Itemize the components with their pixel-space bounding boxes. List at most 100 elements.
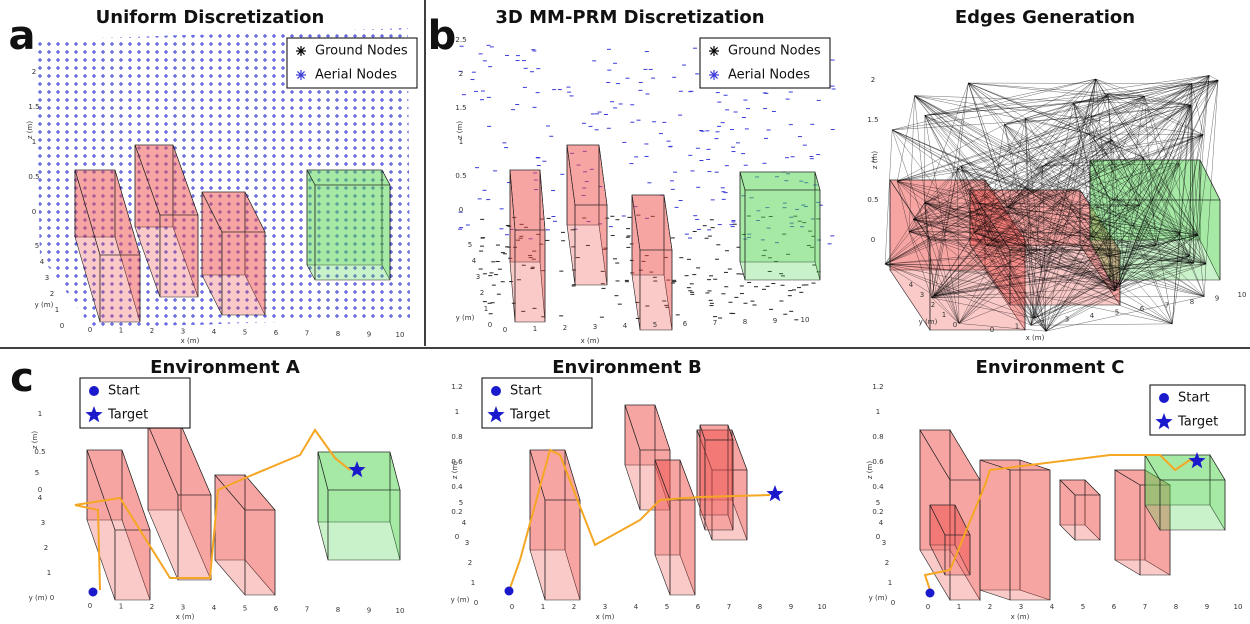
edge [957, 104, 1192, 170]
x-tick-label: 4 [212, 604, 217, 612]
edge [897, 95, 915, 182]
z-tick-label: 0.5 [28, 173, 39, 181]
edge [1124, 269, 1205, 297]
start-marker [504, 586, 514, 596]
x-tick-label: 3 [603, 603, 607, 611]
edge [908, 95, 915, 232]
edge [974, 203, 980, 233]
x-tick-label: 2 [572, 603, 576, 611]
edge [1025, 118, 1035, 319]
edge [914, 95, 1194, 264]
y-tick-label: 0 [50, 594, 54, 602]
z-tick-label: 1 [459, 138, 463, 146]
edge [1191, 83, 1194, 264]
edge [1109, 245, 1156, 257]
y-tick-label: 5 [35, 469, 39, 477]
edge [1045, 236, 1094, 332]
edge [1042, 157, 1144, 167]
edge [1033, 234, 1199, 319]
x-tick-label: 2 [150, 327, 154, 335]
edge [957, 168, 975, 233]
edge [1119, 233, 1181, 285]
edge [891, 129, 1047, 332]
edge [914, 95, 1008, 208]
z-axis-label: z (m) [31, 431, 39, 449]
obstacle-face [979, 459, 1011, 601]
edge [1124, 255, 1190, 270]
edge [968, 82, 1192, 84]
edge [1023, 231, 1042, 268]
edge [1045, 296, 1205, 332]
edge [885, 104, 1192, 265]
edge [1033, 157, 1144, 319]
edge [1041, 262, 1194, 268]
z-tick-label: 1.2 [872, 383, 883, 391]
z-tick-label: 1.5 [867, 116, 878, 124]
edge [968, 82, 1113, 141]
z-tick-label: 2 [32, 68, 36, 76]
obstacle-face [744, 189, 821, 281]
y-tick-label: 5 [35, 242, 39, 250]
edge [897, 181, 910, 232]
edge [1189, 255, 1194, 264]
y-tick-label: 0 [60, 322, 64, 330]
legend-label: Aerial Nodes [728, 68, 810, 83]
path [508, 448, 771, 592]
edge [914, 95, 1117, 288]
edge [1023, 134, 1204, 233]
edge [960, 166, 988, 246]
edge [1004, 124, 1047, 332]
panel-title: Edges Generation [955, 7, 1135, 28]
panel-title: Environment A [150, 357, 300, 378]
edge [1123, 105, 1192, 270]
z-tick-label: 0 [32, 208, 36, 216]
edge [931, 297, 1035, 319]
edge [924, 202, 1042, 268]
obstacle-face [159, 214, 199, 298]
edge [1042, 133, 1090, 167]
obstacle-face [704, 439, 734, 531]
edge [1073, 103, 1199, 236]
z-tick-label: 0.4 [872, 483, 884, 491]
obstacle-face [177, 494, 212, 581]
y-tick-label: 1 [55, 306, 59, 314]
z-tick-label: 0 [455, 533, 459, 541]
edge [924, 115, 1207, 265]
x-tick-label: 3 [181, 328, 185, 336]
edge [931, 267, 1042, 298]
edge [978, 203, 1207, 265]
y-tick-label: 4 [38, 494, 43, 502]
panel-title: Uniform Discretization [96, 7, 325, 28]
edge [1025, 118, 1042, 268]
edge [884, 202, 925, 265]
edge [1007, 103, 1074, 208]
y-tick-label: 1 [471, 579, 475, 587]
edge [968, 82, 1117, 288]
node-marker [710, 47, 718, 55]
edge [908, 202, 925, 232]
obstacle-face [699, 424, 706, 531]
edge [1030, 255, 1190, 326]
edge [934, 96, 1145, 296]
edge [897, 116, 1092, 182]
edge [1025, 118, 1116, 292]
x-tick-label: 0 [88, 326, 92, 334]
edge [1041, 139, 1113, 268]
x-tick-label: 3 [1019, 603, 1023, 611]
z-tick-label: 2 [459, 70, 463, 78]
edge [924, 202, 1121, 285]
edge [1119, 284, 1173, 324]
x-tick-label: 4 [634, 603, 639, 611]
y-tick-label: 0 [953, 321, 957, 329]
z-tick-label: 1.2 [451, 383, 462, 391]
z-tick-label: 0.8 [451, 433, 462, 441]
start-marker [925, 588, 935, 598]
edge [1023, 80, 1219, 233]
edge [1144, 75, 1210, 97]
edge [1093, 236, 1116, 291]
edge [1209, 75, 1219, 81]
edge [884, 165, 962, 265]
x-tick-label: 7 [1165, 302, 1169, 310]
edge [1116, 263, 1207, 288]
y-axis-label: y (m) [456, 314, 475, 322]
